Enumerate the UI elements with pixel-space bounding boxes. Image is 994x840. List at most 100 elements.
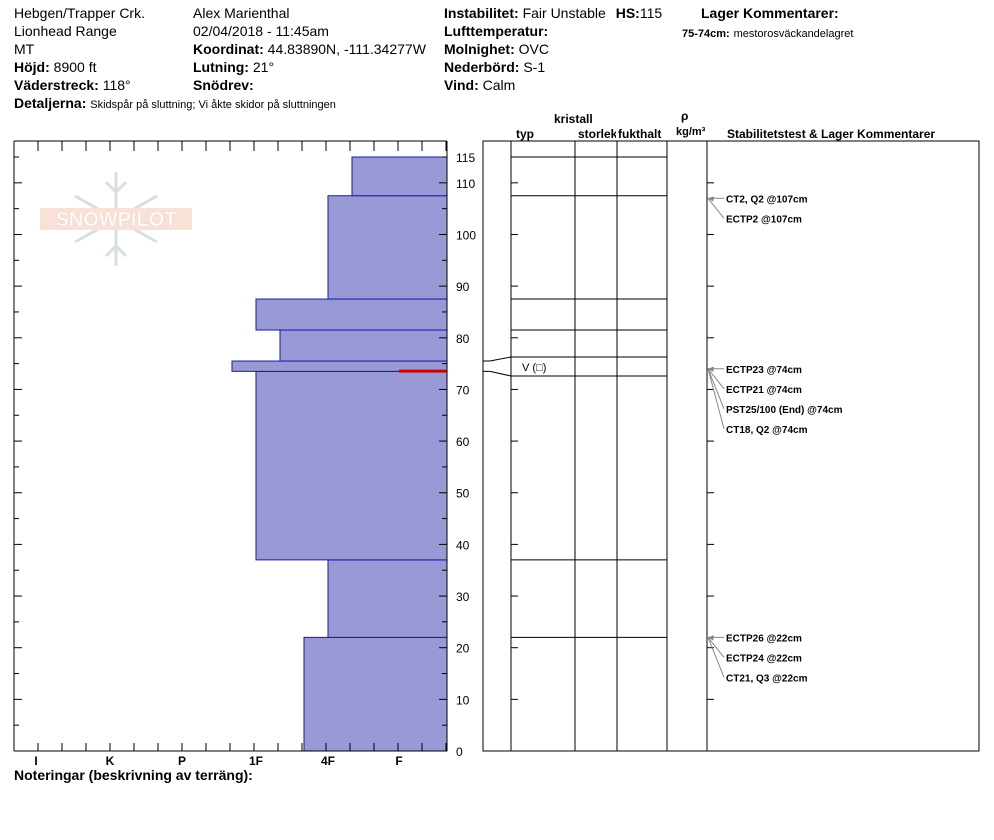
details-value: Skidspår på sluttning; Vi åkte skidor på… xyxy=(90,99,336,111)
location: Hebgen/Trapper Crk. xyxy=(14,5,145,21)
column-rho: ρ xyxy=(681,109,689,123)
layer-comment-row: 75-74cm: mestorosväckandelagret xyxy=(682,24,853,42)
hardness-layers xyxy=(231,156,448,752)
depth-tick-label: 70 xyxy=(456,383,470,397)
column-crystal: kristall xyxy=(554,112,593,126)
hardness-tick-label: F xyxy=(395,754,402,768)
depth-tick-label: 90 xyxy=(456,280,470,294)
depth-tick-label: 20 xyxy=(456,642,470,656)
hardness-layer-bar xyxy=(255,370,448,561)
hardness-layer-bar xyxy=(327,559,448,638)
depth-tick-label: 110 xyxy=(456,177,475,191)
crystal-type-label: V (□) xyxy=(522,362,546,374)
hs-label: HS: xyxy=(615,5,640,21)
layer-comment-depth: 75-74cm: xyxy=(682,28,730,40)
range: Lionhead Range xyxy=(14,23,117,39)
hardness-axis: I K P 1F 4F F xyxy=(34,754,402,768)
depth-axis: 0 10 20 30 40 50 60 70 80 90 100 110 115 xyxy=(439,141,476,759)
slope-row: Lutning: 21° xyxy=(193,59,274,75)
logo-banner xyxy=(40,208,192,230)
details-label: Detaljerna: xyxy=(14,95,87,111)
precip-row: Nederbörd: S-1 xyxy=(444,59,545,75)
stability-test-arrow xyxy=(707,637,725,658)
wind-label: Vind: xyxy=(444,77,479,93)
stability-test-label: CT2, Q2 @107cm xyxy=(726,194,808,205)
layer-connector-bottom xyxy=(483,370,512,377)
hardness-frame xyxy=(13,140,447,752)
hardness-layer-bar xyxy=(351,156,448,197)
hs-value: 115 xyxy=(639,5,663,21)
wind-value: Calm xyxy=(482,77,516,93)
slope-label: Lutning: xyxy=(193,59,249,75)
coord-row: Koordinat: 44.83890N, -111.34277W xyxy=(193,41,426,57)
arrow-head-icon xyxy=(708,635,714,641)
column-type: typ xyxy=(516,127,534,141)
elevation-row: Höjd: 8900 ft xyxy=(14,59,96,75)
hardness-layer-bar xyxy=(279,329,448,362)
column-density-unit: kg/m³ xyxy=(676,126,706,138)
layer-connector-top xyxy=(483,356,512,362)
cloud-label: Molnighet: xyxy=(444,41,515,57)
hardness-tick-label: I xyxy=(34,754,37,768)
cloud-row: Molnighet: OVC xyxy=(444,41,549,57)
depth-tick-label: 10 xyxy=(456,693,470,707)
layer-table: V (□) xyxy=(482,140,980,752)
arrow-head-icon xyxy=(708,366,714,372)
cloud-value: OVC xyxy=(518,41,549,57)
precip-value: S-1 xyxy=(523,59,546,75)
stability-test-arrow xyxy=(707,368,725,429)
stability-test-arrow xyxy=(707,368,725,409)
state: MT xyxy=(14,41,35,57)
column-size: storlek xyxy=(578,127,616,141)
datetime: 02/04/2018 - 11:45am xyxy=(193,23,329,39)
instability-label: Instabilitet: xyxy=(444,5,519,21)
column-moisture: fukthalt xyxy=(618,127,662,141)
depth-tick-label: 60 xyxy=(456,435,470,449)
stability-test-arrow xyxy=(707,368,725,390)
stability-test-arrow xyxy=(707,198,725,219)
stability-test-label: PST25/100 (End) @74cm xyxy=(726,405,843,416)
stability-test-label: ECTP2 @107cm xyxy=(726,214,802,225)
logo-text: SNOWPILOT xyxy=(55,209,176,231)
stability-tests: ECTP26 @22cm ECTP24 @22cm CT21, Q3 @22cm EC… xyxy=(707,194,843,684)
coord-label: Koordinat: xyxy=(193,41,264,57)
layer-table-frame xyxy=(482,140,980,752)
depth-tick-label: 30 xyxy=(456,590,470,604)
stability-test-label: ECTP23 @74cm xyxy=(726,365,802,376)
details-row: Detaljerna: Skidspår på sluttning; Vi åk… xyxy=(14,95,336,113)
elevation-label: Höjd: xyxy=(14,59,50,75)
stability-test-label: ECTP21 @74cm xyxy=(726,385,802,396)
depth-tick-label: 40 xyxy=(456,538,470,552)
hardness-layer-bar xyxy=(327,195,448,300)
depth-tick-label: 100 xyxy=(456,228,476,242)
wind-row: Vind: Calm xyxy=(444,77,515,93)
weak-layer-marker xyxy=(399,369,447,373)
arrow-head-icon xyxy=(708,196,714,202)
depth-tick-label: 80 xyxy=(456,332,470,346)
stability-test-label: ECTP26 @22cm xyxy=(726,633,802,644)
aspect-label: Väderstreck: xyxy=(14,77,99,93)
air-temp-row: Lufttemperatur: xyxy=(444,23,548,39)
hardness-tick-label: 1F xyxy=(249,754,263,768)
column-stability: Stabilitetstest & Lager Kommentarer xyxy=(727,127,936,141)
aspect-row: Väderstreck: 118° xyxy=(14,77,131,93)
stability-test-label: CT21, Q3 @22cm xyxy=(726,673,808,684)
depth-tick-label: 0 xyxy=(456,745,463,759)
instability-row: Instabilitet: Fair Unstable HS:115 xyxy=(444,5,662,21)
slope-value: 21° xyxy=(252,59,275,75)
layer-comments-label: Lager Kommentarer: xyxy=(701,5,839,21)
observer: Alex Marienthal xyxy=(193,5,290,21)
aspect-value: 118° xyxy=(102,77,131,93)
precip-label: Nederbörd: xyxy=(444,59,520,75)
layer-comment-text: mestorosväckandelagret xyxy=(733,28,854,40)
depth-tick-label: 115 xyxy=(456,151,475,165)
air-temp-label: Lufttemperatur: xyxy=(444,23,549,39)
hardness-tick-label: K xyxy=(106,754,115,768)
drift-label: Snödrev: xyxy=(193,77,254,93)
hardness-tick-label: P xyxy=(178,754,186,768)
elevation-value: 8900 ft xyxy=(53,59,97,75)
notes-label: Noteringar (beskrivning av terräng): xyxy=(14,767,253,783)
stability-test-label: ECTP24 @22cm xyxy=(726,653,802,664)
snowpilot-logo: SNOWPILOT xyxy=(40,172,192,266)
